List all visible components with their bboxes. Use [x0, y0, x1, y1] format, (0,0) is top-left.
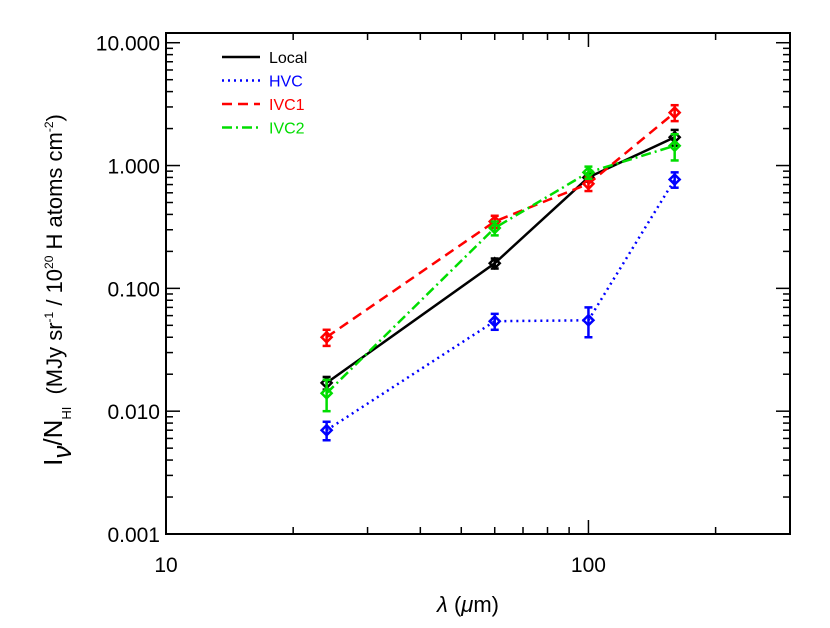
data-point	[319, 330, 334, 345]
x-tick-label: 10	[154, 554, 177, 577]
series-line	[325, 144, 676, 395]
legend: Local HVC IVC1 IVC2	[222, 50, 307, 138]
legend-label: Local	[269, 50, 307, 67]
legend-label: IVC1	[269, 97, 305, 114]
series-ivc1	[319, 103, 682, 348]
data-point	[581, 313, 596, 328]
data-point	[667, 172, 682, 187]
y-tick-label: 0.100	[107, 278, 160, 301]
series-line	[325, 178, 676, 432]
series-ivc2	[319, 132, 682, 413]
data-point	[581, 177, 596, 191]
data-point	[487, 256, 502, 271]
data-point	[319, 423, 334, 437]
y-tick-label: 1.000	[107, 156, 160, 179]
data-point	[667, 138, 682, 153]
legend-label: HVC	[269, 74, 303, 91]
data-point	[319, 386, 334, 401]
data-point	[667, 105, 682, 120]
plot-frame	[165, 32, 791, 535]
legend-label: IVC2	[269, 121, 305, 138]
x-axis-title: λ (μm)	[436, 592, 499, 617]
series-line	[325, 136, 676, 384]
y-tick-label: 0.010	[107, 401, 160, 424]
axis-ticks	[165, 33, 791, 535]
series-hvc	[319, 171, 682, 442]
data-point	[487, 314, 502, 328]
series-line	[325, 111, 676, 339]
data-point	[581, 165, 596, 180]
y-axis-title: Iν/NHI (MJy sr-1 / 1020 H atoms cm-2)	[38, 114, 77, 466]
tick-labels: 10 100 0.001 0.010 0.100 1.000 10.000	[96, 33, 606, 577]
svg-text:Iν/NHI (MJy sr-1 / 1020 H atom: Iν/NHI (MJy sr-1 / 1020 H atoms cm-2)	[38, 114, 77, 466]
y-tick-label: 0.001	[107, 524, 160, 547]
x-tick-label: 100	[571, 554, 606, 577]
plot-area	[165, 32, 791, 535]
series-local	[319, 128, 682, 391]
series-group	[319, 103, 682, 442]
data-point	[487, 221, 502, 235]
y-tick-label: 10.000	[96, 33, 160, 56]
